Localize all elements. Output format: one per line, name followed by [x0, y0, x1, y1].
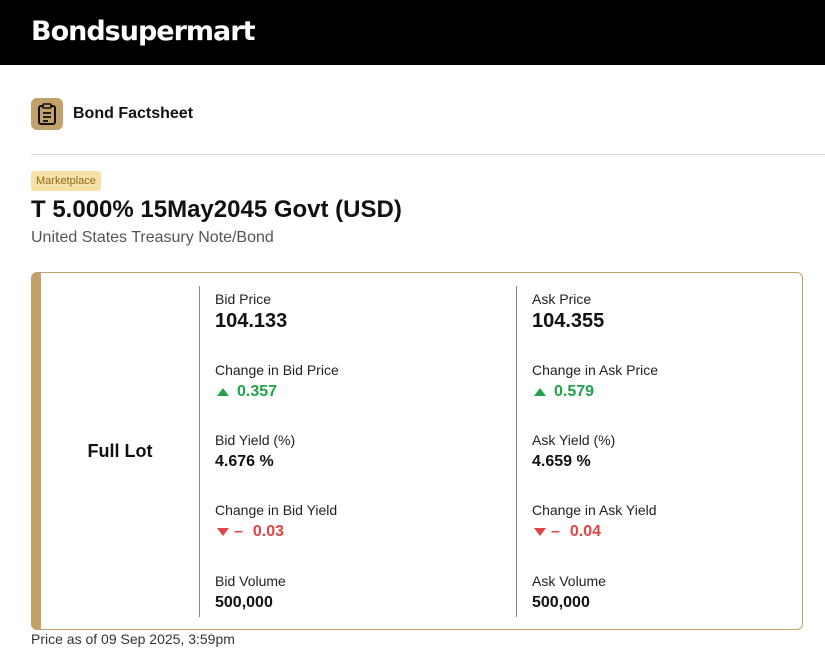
- ask-yield-change-label: Change in Ask Yield: [532, 502, 657, 518]
- bid-yield-field: Bid Yield (%) 4.676 %: [215, 432, 495, 471]
- ask-price-value: 104.355: [532, 310, 605, 332]
- ask-price-field: Ask Price 104.355: [532, 291, 812, 333]
- ask-volume-field: Ask Volume 500,000: [532, 573, 812, 612]
- lot-label: Full Lot: [87, 440, 153, 461]
- bid-price-change-field: Change in Bid Price 0.357: [215, 362, 495, 401]
- price-timestamp: Price as of 09 Sep 2025, 3:59pm: [31, 631, 235, 647]
- ask-yield-change-field: Change in Ask Yield – 0.04: [532, 502, 812, 541]
- minus-sign: –: [551, 523, 560, 540]
- ask-yield-value: 4.659 %: [532, 453, 591, 470]
- arrow-down-icon: [217, 528, 229, 536]
- ask-price-change-field: Change in Ask Price 0.579: [532, 362, 812, 401]
- full-lot-quote-card: Full Lot Bid Price 104.133 Change in Bid…: [31, 272, 803, 630]
- bid-price-change-label: Change in Bid Price: [215, 362, 339, 378]
- bid-price-label: Bid Price: [215, 291, 272, 307]
- ask-price-change-value: 0.579: [532, 383, 812, 401]
- ask-volume-label: Ask Volume: [532, 573, 606, 589]
- bid-column-divider: [199, 286, 200, 617]
- ask-price-label: Ask Price: [532, 291, 592, 307]
- marketplace-badge: Marketplace: [31, 171, 101, 191]
- bond-title: T 5.000% 15May2045 Govt (USD): [31, 196, 402, 223]
- bond-issuer: United States Treasury Note/Bond: [31, 229, 274, 246]
- arrow-up-icon: [217, 388, 229, 396]
- bid-price-change-number: 0.357: [237, 383, 278, 400]
- ask-price-change-label: Change in Ask Price: [532, 362, 659, 378]
- minus-sign: –: [234, 523, 243, 540]
- ask-yield-change-number: 0.04: [569, 523, 602, 540]
- ask-price-change-number: 0.579: [554, 383, 595, 400]
- bid-price-value: 104.133: [215, 310, 288, 332]
- ask-column-divider: [516, 286, 517, 617]
- bid-yield-change-number: 0.03: [252, 523, 285, 540]
- bid-yield-change-value: – 0.03: [215, 523, 495, 541]
- factsheet-title: Bond Factsheet: [73, 105, 194, 122]
- arrow-up-icon: [534, 388, 546, 396]
- bid-yield-value: 4.676 %: [215, 453, 274, 470]
- top-navigation-bar: Bondsupermart: [0, 0, 825, 65]
- header-divider: [31, 154, 825, 155]
- bid-price-change-value: 0.357: [215, 383, 495, 401]
- ask-yield-change-value: – 0.04: [532, 523, 812, 541]
- clipboard-icon: [31, 98, 63, 130]
- bid-yield-change-label: Change in Bid Yield: [215, 502, 338, 518]
- bid-volume-field: Bid Volume 500,000: [215, 573, 495, 612]
- arrow-down-icon: [534, 528, 546, 536]
- ask-yield-field: Ask Yield (%) 4.659 %: [532, 432, 812, 471]
- bid-price-field: Bid Price 104.133: [215, 291, 495, 333]
- bid-yield-change-field: Change in Bid Yield – 0.03: [215, 502, 495, 541]
- bondsupermart-logo[interactable]: Bondsupermart: [31, 16, 256, 47]
- bid-volume-label: Bid Volume: [215, 573, 286, 589]
- bid-volume-value: 500,000: [215, 594, 273, 611]
- bid-yield-label: Bid Yield (%): [215, 432, 296, 448]
- ask-volume-value: 500,000: [532, 594, 590, 611]
- ask-yield-label: Ask Yield (%): [532, 432, 616, 448]
- factsheet-header: Bond Factsheet: [31, 98, 193, 130]
